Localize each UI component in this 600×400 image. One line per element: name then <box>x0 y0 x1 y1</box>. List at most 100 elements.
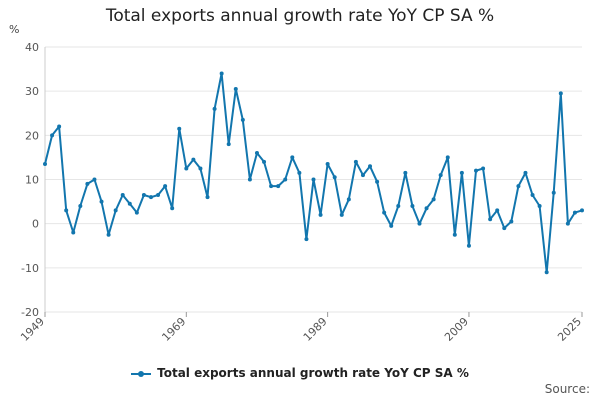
data-point[interactable] <box>353 159 358 164</box>
data-point[interactable] <box>445 155 450 160</box>
data-point[interactable] <box>170 206 175 211</box>
data-point[interactable] <box>226 142 231 147</box>
data-point[interactable] <box>92 177 97 182</box>
data-point[interactable] <box>572 210 577 215</box>
data-point[interactable] <box>410 204 415 208</box>
data-point[interactable] <box>544 270 549 275</box>
y-tick-label: 30 <box>25 85 39 98</box>
data-point[interactable] <box>99 199 104 204</box>
data-point[interactable] <box>417 221 422 226</box>
legend[interactable]: Total exports annual growth rate YoY CP … <box>0 366 600 380</box>
data-point[interactable] <box>184 166 189 171</box>
data-point[interactable] <box>346 197 351 202</box>
data-point[interactable] <box>558 91 563 96</box>
data-point[interactable] <box>283 177 288 182</box>
chart-title: Total exports annual growth rate YoY CP … <box>105 6 495 26</box>
data-point[interactable] <box>488 217 493 222</box>
x-tick-labels: 1949 1969 1989 2009 2025 <box>18 315 584 344</box>
data-point[interactable] <box>297 170 302 175</box>
data-point[interactable] <box>120 192 125 197</box>
data-point[interactable] <box>269 184 274 189</box>
data-point[interactable] <box>57 124 62 129</box>
data-point[interactable] <box>509 219 514 224</box>
data-point[interactable] <box>474 168 479 173</box>
data-point[interactable] <box>198 166 203 171</box>
data-point[interactable] <box>339 212 344 217</box>
data-point[interactable] <box>311 177 316 182</box>
data-point[interactable] <box>481 166 486 171</box>
data-point[interactable] <box>580 208 584 213</box>
series-line[interactable] <box>44 72 583 274</box>
legend-swatch <box>131 369 152 379</box>
x-tick-label: 2009 <box>442 315 471 344</box>
data-point[interactable] <box>530 192 535 197</box>
x-tick-label: 1989 <box>301 315 330 344</box>
data-point[interactable] <box>191 157 196 162</box>
data-point[interactable] <box>502 226 507 231</box>
data-point[interactable] <box>64 208 69 213</box>
data-point[interactable] <box>375 179 380 184</box>
data-point[interactable] <box>290 155 295 160</box>
data-point[interactable] <box>141 192 146 197</box>
y-axis-unit-label: % <box>9 23 19 36</box>
x-tick-label: 1949 <box>18 315 47 344</box>
data-point[interactable] <box>495 208 500 213</box>
data-point[interactable] <box>382 210 387 215</box>
data-point[interactable] <box>262 159 267 164</box>
data-point[interactable] <box>247 177 252 182</box>
source-label[interactable]: Source: <box>544 382 590 396</box>
series-layer <box>43 71 584 275</box>
data-point[interactable] <box>134 210 139 215</box>
data-point[interactable] <box>177 126 182 131</box>
data-point[interactable] <box>304 237 309 242</box>
data-point[interactable] <box>113 208 118 213</box>
y-tick-label: 0 <box>32 218 39 231</box>
data-point[interactable] <box>212 106 217 111</box>
data-point[interactable] <box>233 86 238 91</box>
data-point[interactable] <box>565 221 570 226</box>
data-point[interactable] <box>205 195 210 200</box>
data-point[interactable] <box>516 184 521 189</box>
data-point[interactable] <box>424 206 429 211</box>
data-point[interactable] <box>360 173 365 178</box>
data-point[interactable] <box>537 204 542 208</box>
data-point[interactable] <box>325 162 330 167</box>
data-point[interactable] <box>389 223 394 228</box>
data-point[interactable] <box>148 195 153 200</box>
data-point[interactable] <box>523 170 528 175</box>
data-point[interactable] <box>332 175 337 180</box>
data-point[interactable] <box>318 212 323 217</box>
data-point[interactable] <box>43 162 47 167</box>
data-point[interactable] <box>71 230 76 235</box>
data-point[interactable] <box>276 184 281 189</box>
data-point[interactable] <box>459 170 464 175</box>
axes <box>44 47 583 317</box>
data-point[interactable] <box>551 190 556 195</box>
data-point[interactable] <box>438 173 443 178</box>
data-point[interactable] <box>106 232 111 237</box>
y-tick-label: 10 <box>25 174 39 187</box>
data-point[interactable] <box>50 133 55 138</box>
data-point[interactable] <box>163 184 168 189</box>
data-point[interactable] <box>431 197 436 202</box>
y-tick-label: -10 <box>21 262 39 275</box>
data-point[interactable] <box>368 164 373 169</box>
data-point[interactable] <box>219 71 224 76</box>
legend-label: Total exports annual growth rate YoY CP … <box>157 366 469 380</box>
data-point[interactable] <box>466 243 471 248</box>
data-point[interactable] <box>403 170 408 175</box>
y-tick-label: 40 <box>25 41 39 54</box>
data-point[interactable] <box>85 181 90 186</box>
data-point[interactable] <box>156 192 161 197</box>
data-point[interactable] <box>452 232 457 237</box>
data-point[interactable] <box>127 201 132 206</box>
x-tick-label: 1969 <box>159 315 188 344</box>
y-tick-labels: 40 30 20 10 0 -10 -20 <box>21 41 39 319</box>
data-point[interactable] <box>254 151 259 155</box>
data-point[interactable] <box>396 204 401 208</box>
data-point[interactable] <box>78 204 83 208</box>
data-point[interactable] <box>240 117 245 122</box>
y-tick-label: -20 <box>21 306 39 319</box>
y-tick-label: 20 <box>25 129 39 142</box>
